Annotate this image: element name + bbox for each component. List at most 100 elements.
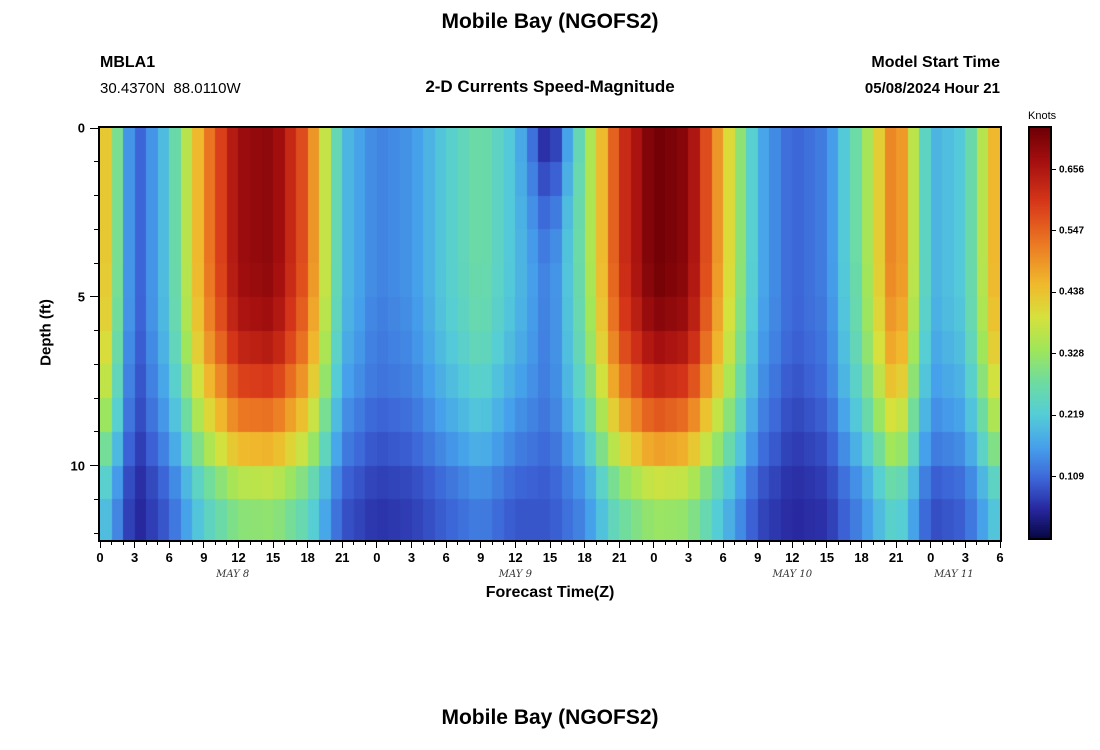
x-tick-mark xyxy=(780,542,782,545)
x-tick-label: 15 xyxy=(542,550,558,565)
x-tick-mark xyxy=(272,542,274,548)
x-tick-label: 3 xyxy=(407,550,416,565)
colorbar-tick-mark xyxy=(1052,476,1056,478)
y-minor-tick-mark xyxy=(94,195,98,197)
second-chart-title: Mobile Bay (NGOFS2) xyxy=(441,706,659,729)
x-tick-mark xyxy=(445,542,447,548)
y-minor-tick-mark xyxy=(94,330,98,332)
x-tick-mark xyxy=(111,542,113,545)
x-tick-mark xyxy=(941,542,943,545)
x-tick-mark xyxy=(134,542,136,548)
model-start-time-value: 05/08/2024 Hour 21 xyxy=(864,80,1000,97)
x-tick-mark xyxy=(330,542,332,545)
x-tick-mark xyxy=(907,542,909,545)
x-tick-mark xyxy=(399,542,401,545)
y-tick-mark xyxy=(90,465,98,467)
x-tick-mark xyxy=(849,542,851,545)
x-tick-mark xyxy=(768,542,770,545)
x-tick-mark xyxy=(641,542,643,545)
x-tick-mark xyxy=(595,542,597,545)
x-tick-mark xyxy=(537,542,539,545)
x-tick-label: 6 xyxy=(165,550,173,565)
x-tick-label: 0 xyxy=(650,550,658,565)
x-tick-mark xyxy=(999,542,1001,548)
colorbar-tick-mark xyxy=(1052,230,1056,232)
x-tick-mark xyxy=(930,542,932,548)
x-tick-label: 21 xyxy=(611,550,627,565)
x-tick-mark xyxy=(584,542,586,548)
x-tick-mark xyxy=(814,542,816,545)
x-tick-mark xyxy=(422,542,424,545)
x-tick-label: 0 xyxy=(927,550,935,565)
x-tick-label: 0 xyxy=(373,550,381,565)
x-date-label: MAY 8 xyxy=(216,569,250,580)
x-tick-label: 21 xyxy=(335,550,350,565)
x-tick-mark xyxy=(157,542,159,545)
x-tick-label: 6 xyxy=(719,550,727,565)
x-tick-label: 15 xyxy=(819,550,835,565)
x-tick-label: 18 xyxy=(300,550,315,565)
y-minor-tick-mark xyxy=(94,431,98,433)
x-tick-mark xyxy=(572,542,574,545)
x-tick-mark xyxy=(457,542,459,545)
colorbar-tick-label: 0.438 xyxy=(1059,286,1085,298)
x-tick-mark xyxy=(180,542,182,545)
x-tick-mark xyxy=(307,542,309,548)
x-tick-mark xyxy=(722,542,724,548)
y-tick-mark xyxy=(90,127,98,129)
x-tick-mark xyxy=(676,542,678,545)
y-tick-label: 5 xyxy=(77,289,85,305)
y-minor-tick-mark xyxy=(94,161,98,163)
x-tick-label: 9 xyxy=(477,550,485,565)
x-tick-mark xyxy=(953,542,955,545)
x-tick-mark xyxy=(895,542,897,548)
x-tick-mark xyxy=(295,542,297,545)
x-tick-mark xyxy=(745,542,747,545)
x-tick-mark xyxy=(918,542,920,545)
x-tick-mark xyxy=(653,542,655,548)
x-tick-label: 6 xyxy=(442,550,450,565)
x-tick-mark xyxy=(503,542,505,545)
x-tick-mark xyxy=(491,542,493,545)
x-tick-mark xyxy=(168,542,170,548)
chart-title: Mobile Bay (NGOFS2) xyxy=(441,10,659,33)
colorbar-canvas xyxy=(1030,128,1050,538)
y-minor-tick-mark xyxy=(94,363,98,365)
y-minor-tick-mark xyxy=(94,532,98,534)
x-tick-label: 15 xyxy=(265,550,281,565)
x-tick-mark xyxy=(964,542,966,548)
x-tick-mark xyxy=(226,542,228,545)
x-tick-mark xyxy=(791,542,793,548)
x-tick-label: 12 xyxy=(785,550,800,565)
x-tick-mark xyxy=(514,542,516,548)
colorbar-units-label: Knots xyxy=(1028,110,1057,122)
station-id: MBLA1 xyxy=(100,54,156,71)
x-tick-mark xyxy=(353,542,355,545)
x-tick-mark xyxy=(734,542,736,545)
y-minor-tick-mark xyxy=(94,397,98,399)
x-tick-mark xyxy=(884,542,886,545)
x-tick-mark xyxy=(237,542,239,548)
x-tick-mark xyxy=(711,542,713,545)
x-tick-mark xyxy=(261,542,263,545)
heatmap-canvas xyxy=(100,128,1000,540)
x-tick-label: 3 xyxy=(130,550,139,565)
x-tick-mark xyxy=(630,542,632,545)
y-axis-label: Depth (ft) xyxy=(37,299,55,366)
x-tick-mark xyxy=(987,542,989,545)
x-tick-mark xyxy=(318,542,320,545)
y-tick-label: 0 xyxy=(77,120,85,136)
x-tick-mark xyxy=(607,542,609,545)
y-minor-tick-mark xyxy=(94,498,98,500)
x-tick-label: 12 xyxy=(508,550,523,565)
x-date-label: MAY 9 xyxy=(498,569,532,580)
x-tick-mark xyxy=(976,542,978,545)
x-tick-mark xyxy=(341,542,343,548)
x-axis-label: Forecast Time(Z) xyxy=(485,584,615,601)
x-tick-mark xyxy=(191,542,193,545)
x-tick-label: 3 xyxy=(961,550,969,565)
x-tick-mark xyxy=(145,542,147,545)
colorbar-tick-label: 0.109 xyxy=(1059,471,1085,483)
x-tick-mark xyxy=(480,542,482,548)
